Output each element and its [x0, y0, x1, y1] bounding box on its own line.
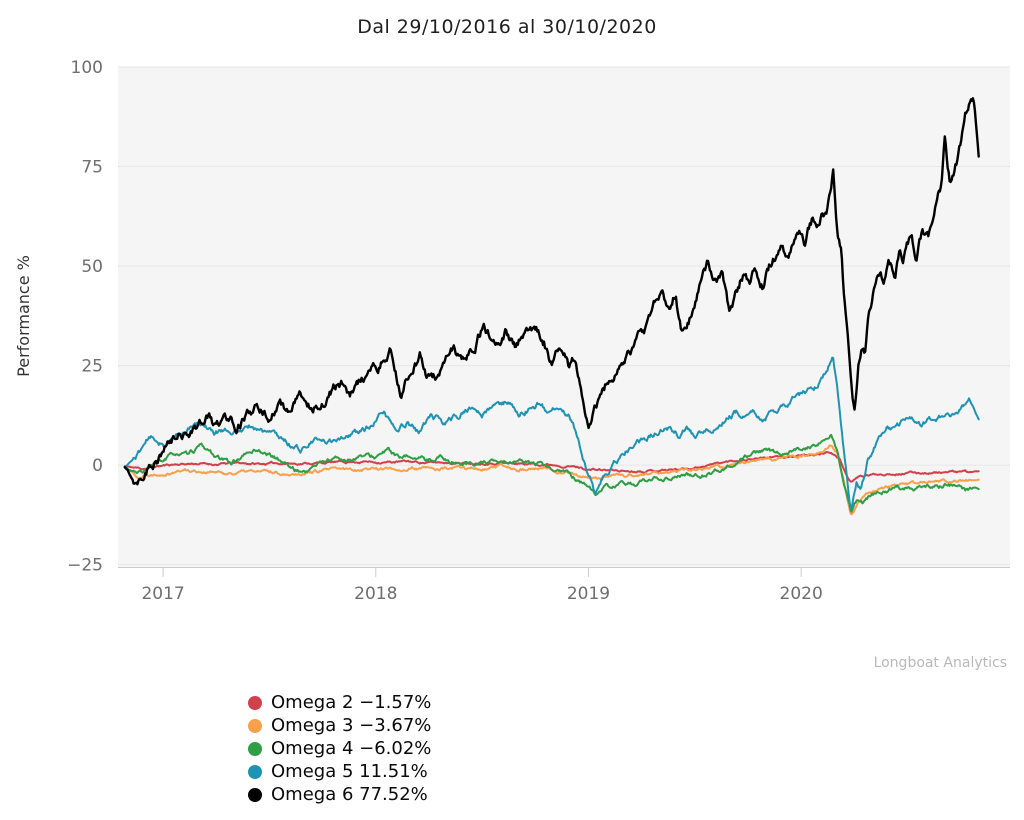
- legend-item-omega-5[interactable]: Omega 5 11.51%: [248, 760, 431, 783]
- y-axis-title: Performance %: [14, 255, 33, 377]
- legend-marker-icon: [248, 741, 262, 756]
- y-tick-label: 75: [81, 158, 103, 178]
- series-line-omega-5[interactable]: [123, 356, 980, 510]
- series-line-omega-2[interactable]: [123, 451, 980, 483]
- legend-item-omega-2[interactable]: Omega 2 −1.57%: [248, 691, 431, 714]
- x-tick-label: 2020: [780, 584, 823, 604]
- legend: Omega 2 −1.57% Omega 3 −3.67% Omega 4 −6.0…: [248, 691, 431, 806]
- chart-title: Dal 29/10/2016 al 30/10/2020: [357, 16, 657, 38]
- x-tick-label: 2018: [354, 584, 397, 604]
- x-tick-label: 2017: [141, 584, 184, 604]
- y-tick-label: 50: [81, 257, 103, 277]
- legend-item-omega-3[interactable]: Omega 3 −3.67%: [248, 714, 431, 737]
- legend-marker-icon: [248, 695, 262, 710]
- x-tick-label: 2019: [567, 584, 610, 604]
- axes: 100 75 50 25 0 −25 2017 2018 2019 2020: [67, 58, 1010, 604]
- legend-label: Omega 2 −1.57%: [271, 692, 432, 713]
- legend-label: Omega 6 77.52%: [271, 784, 428, 805]
- performance-chart: 100 75 50 25 0 −25 2017 2018 2019 2020 Performanc…: [14, 58, 1010, 604]
- watermark-text: Longboat Analytics: [873, 655, 1007, 671]
- series-line-omega-6[interactable]: [123, 97, 980, 486]
- legend-label: Omega 3 −3.67%: [271, 715, 432, 736]
- series-lines: [123, 97, 980, 516]
- legend-item-omega-6[interactable]: Omega 6 77.52%: [248, 783, 431, 806]
- y-tick-label: −25: [67, 556, 103, 576]
- series-line-omega-4[interactable]: [123, 433, 980, 513]
- y-tick-label: 100: [71, 58, 103, 78]
- legend-marker-icon: [248, 718, 262, 733]
- y-tick-label: 25: [81, 357, 103, 377]
- legend-marker-icon: [248, 764, 262, 779]
- legend-item-omega-4[interactable]: Omega 4 −6.02%: [248, 737, 431, 760]
- y-tick-label: 0: [92, 456, 103, 476]
- legend-marker-icon: [248, 787, 262, 802]
- legend-label: Omega 5 11.51%: [271, 761, 428, 782]
- legend-label: Omega 4 −6.02%: [271, 738, 432, 759]
